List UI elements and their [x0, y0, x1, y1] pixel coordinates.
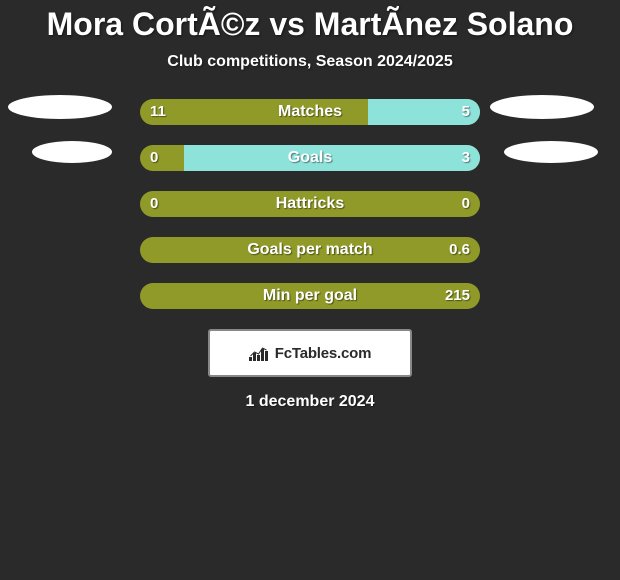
stat-row: Goals per match0.6 — [0, 237, 620, 263]
stat-value-right: 3 — [462, 145, 470, 171]
stat-value-left: 0 — [150, 191, 158, 217]
stat-value-right: 215 — [445, 283, 470, 309]
date-line: 1 december 2024 — [0, 393, 620, 411]
right-ellipse-icon — [490, 95, 594, 119]
stat-value-left: 11 — [150, 99, 166, 125]
left-ellipse-icon — [8, 95, 112, 119]
stat-bar: Hattricks0 0 — [140, 191, 480, 217]
stat-bar: Goals0 3 — [140, 145, 480, 171]
left-ellipse-icon — [32, 141, 112, 163]
stat-value-right: 5 — [462, 99, 470, 125]
stat-label: Goals per match — [140, 237, 480, 263]
stat-value-left: 0 — [150, 145, 158, 171]
stat-label: Matches — [140, 99, 480, 125]
stat-value-right: 0.6 — [449, 237, 470, 263]
stat-label: Goals — [140, 145, 480, 171]
subtitle: Club competitions, Season 2024/2025 — [0, 53, 620, 71]
page-title: Mora CortÃ©z vs MartÃnez Solano — [0, 0, 620, 43]
stat-row: Goals0 3 — [0, 145, 620, 171]
stat-label: Min per goal — [140, 283, 480, 309]
stat-row: Matches11 5 — [0, 99, 620, 125]
stat-rows: Matches115Goals03Hattricks00Goals per ma… — [0, 99, 620, 309]
stat-label: Hattricks — [140, 191, 480, 217]
brand-text: FcTables.com — [275, 345, 372, 362]
chart-container: Mora CortÃ©z vs MartÃnez Solano Club com… — [0, 0, 620, 580]
stat-row: Hattricks0 0 — [0, 191, 620, 217]
barchart-icon — [249, 345, 269, 361]
stat-bar: Goals per match0.6 — [140, 237, 480, 263]
right-ellipse-icon — [504, 141, 598, 163]
stat-row: Min per goal215 — [0, 283, 620, 309]
brand-badge: FcTables.com — [208, 329, 412, 377]
stat-bar: Matches11 5 — [140, 99, 480, 125]
stat-bar: Min per goal215 — [140, 283, 480, 309]
stat-value-right: 0 — [462, 191, 470, 217]
